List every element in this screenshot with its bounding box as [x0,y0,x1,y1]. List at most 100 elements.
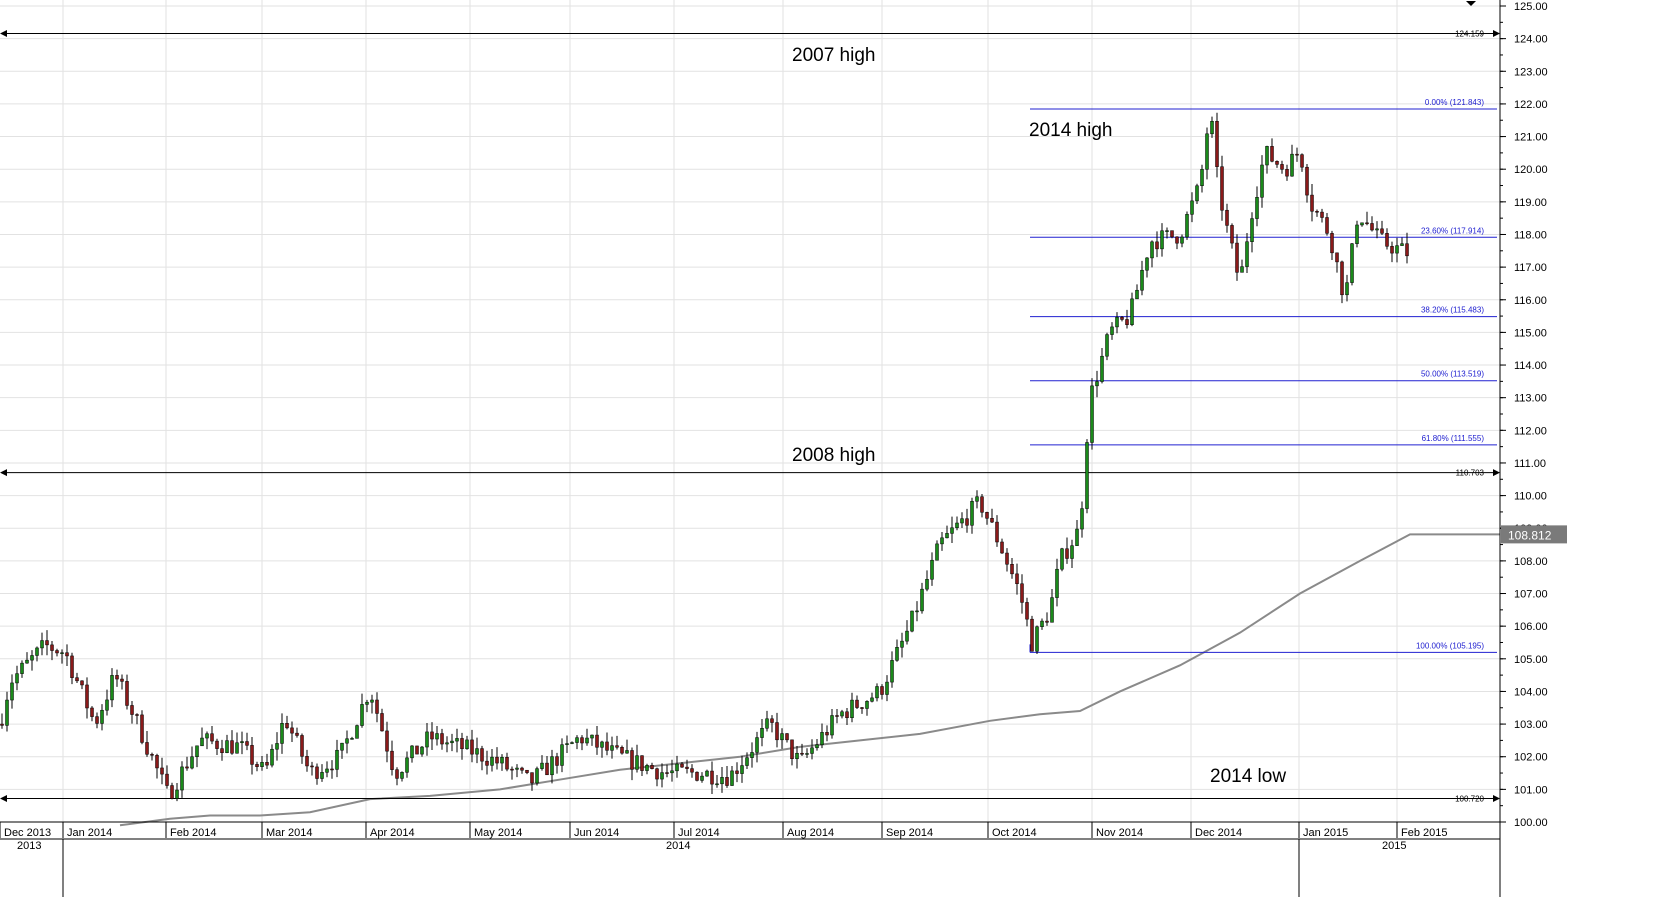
candle [955,516,959,531]
candle [515,764,519,778]
candle [430,722,434,751]
candle [735,762,739,783]
x-year-label: 2015 [1382,840,1406,852]
x-month-label: Oct 2014 [992,827,1037,839]
candle [705,769,709,777]
candle [1370,216,1374,232]
candle [200,727,204,747]
fib-level: 100.00% (105.195) [1030,641,1497,653]
candle [1095,370,1099,398]
candle [1065,537,1069,564]
x-month-label: Apr 2014 [370,827,415,839]
y-tick-label: 124.00 [1514,34,1548,46]
candle [1240,259,1244,273]
candle [895,639,899,662]
candle [910,610,914,633]
candle [595,726,599,755]
fib-label: 38.20% (115.483) [1421,306,1484,315]
annotation-label: 2007 high [792,45,875,66]
y-tick-label: 115.00 [1514,327,1547,339]
candle [855,695,859,710]
y-tick-label: 105.00 [1514,654,1548,666]
candle [820,723,824,749]
candle [155,753,159,779]
candle [875,683,879,702]
candle [1115,312,1119,334]
candle [1395,237,1399,263]
candle [790,739,794,766]
candle [1335,252,1339,273]
candle [575,735,579,750]
x-axis: Dec 2013 Jan 2014 Feb 2014 Mar 2014 Apr 2014… [0,821,1500,897]
candle [620,745,624,755]
candle [1180,234,1184,248]
candle [770,715,774,733]
candle [275,732,279,761]
candle [1265,145,1269,174]
candle [395,767,399,786]
candle [800,743,804,757]
candle [85,677,89,719]
candle [1255,186,1259,227]
level-line: 124.159 [0,29,1500,38]
candle [20,660,24,678]
candle [230,730,234,755]
y-tick-label: 101.00 [1514,784,1548,796]
candle [425,723,429,756]
candle [975,490,979,509]
candle [370,694,374,714]
candle [725,765,729,788]
candle [245,732,249,751]
candle [1210,116,1214,138]
candle [255,761,259,772]
candle [830,709,834,739]
candle [135,713,139,725]
candle [665,764,669,778]
candle [295,727,299,738]
grid-lines [0,0,1500,823]
candle [150,752,154,761]
candle [815,739,819,751]
candle [490,748,494,772]
candle [1080,501,1084,538]
candle [950,516,954,544]
candle [70,652,74,685]
x-month-label: Aug 2014 [787,827,834,839]
candle [1125,309,1129,329]
candle [535,766,539,786]
fib-label: 50.00% (113.519) [1421,370,1484,379]
candle [785,733,789,743]
candle [900,632,904,658]
candle [1345,274,1349,302]
candle [340,742,344,759]
candle [835,708,839,724]
candle [345,730,349,754]
candle [655,767,659,787]
y-tick-label: 116.00 [1514,295,1547,307]
candle [685,759,689,774]
candle [180,761,184,798]
candle [540,755,544,771]
candle [690,764,694,778]
candle [10,674,14,709]
fib-level: 38.20% (115.483) [1030,306,1497,318]
candle [80,680,84,690]
y-tick-label: 108.00 [1514,556,1548,568]
candle [400,771,404,782]
candle [940,531,944,551]
y-tick-label: 125.00 [1514,1,1548,13]
x-month-label: Jul 2014 [678,827,720,839]
fib-label: 0.00% (121.843) [1425,98,1484,107]
y-tick-label: 122.00 [1514,99,1548,111]
candle [1155,231,1159,258]
candle [1090,378,1094,450]
candle [450,733,454,752]
candle [100,704,104,731]
candle [125,674,129,710]
candle [1260,155,1264,208]
candle [985,511,989,525]
fib-level: 61.80% (111.555) [1030,434,1497,446]
level-value-label: 100.720 [1455,794,1484,803]
candle [455,728,459,753]
candle [645,763,649,775]
